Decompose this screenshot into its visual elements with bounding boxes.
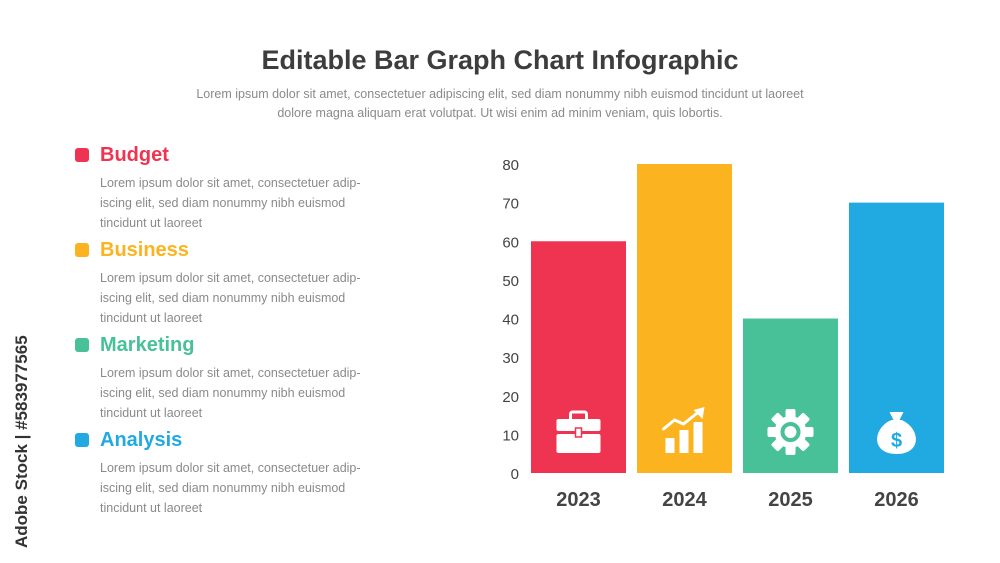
legend-description: Lorem ipsum dolor sit amet, consectetuer… (100, 268, 390, 328)
legend-item-analysis: Analysis Lorem ipsum dolor sit amet, con… (75, 429, 405, 524)
legend-swatch (75, 338, 89, 352)
y-tick-label: 0 (511, 466, 519, 483)
legend-desc-line: tincidunt ut laoreet (100, 406, 203, 420)
legend-desc-line: Lorem ipsum dolor sit amet, consectetuer… (100, 366, 361, 380)
legend-title: Business (100, 238, 189, 261)
legend-description: Lorem ipsum dolor sit amet, consectetuer… (100, 363, 390, 423)
legend-item-budget: Budget Lorem ipsum dolor sit amet, conse… (75, 144, 405, 239)
bar-2024 (637, 164, 732, 473)
dollar-sign-glyph: $ (891, 430, 902, 452)
legend-desc-line: iscing elit, sed diam nonummy nibh euism… (100, 386, 346, 400)
gear-icon (767, 409, 814, 455)
legend-item-business: Business Lorem ipsum dolor sit amet, con… (75, 239, 405, 334)
y-tick-label: 40 (502, 312, 519, 329)
legend-desc-line: tincidunt ut laoreet (100, 501, 203, 515)
y-tick-label: 70 (502, 196, 519, 213)
legend-swatch (75, 243, 89, 257)
money-bag-icon: $ (877, 412, 916, 454)
legend-desc-line: Lorem ipsum dolor sit amet, consectetuer… (100, 461, 361, 475)
y-tick-label: 60 (502, 234, 519, 251)
y-tick-label: 10 (502, 427, 519, 444)
legend-desc-line: Lorem ipsum dolor sit amet, consectetuer… (100, 176, 361, 190)
page-subtitle: Lorem ipsum dolor sit amet, consectetuer… (170, 85, 830, 123)
x-tick-label: 2023 (556, 489, 601, 511)
y-tick-label: 30 (502, 350, 519, 367)
y-tick-label: 50 (502, 273, 519, 290)
bar-chart: 0 10 20 30 40 50 60 70 80 2023 2024 2025 $2026 (480, 140, 980, 530)
growth-chart-icon (662, 407, 705, 453)
legend-title: Budget (100, 143, 169, 166)
bar-chart-svg: 0 10 20 30 40 50 60 70 80 2023 2024 2025 $2026 (502, 157, 944, 511)
legend-description: Lorem ipsum dolor sit amet, consectetuer… (100, 173, 390, 233)
legend-title: Marketing (100, 333, 195, 356)
y-tick-label: 20 (502, 389, 519, 406)
legend-swatch (75, 433, 89, 447)
legend-description: Lorem ipsum dolor sit amet, consectetuer… (100, 458, 390, 518)
legend-desc-line: Lorem ipsum dolor sit amet, consectetuer… (100, 271, 361, 285)
x-tick-label: 2025 (768, 489, 813, 511)
x-tick-label: 2026 (874, 489, 919, 511)
legend-desc-line: iscing elit, sed diam nonummy nibh euism… (100, 481, 346, 495)
subtitle-line-1: Lorem ipsum dolor sit amet, consectetuer… (196, 87, 804, 101)
legend-desc-line: tincidunt ut laoreet (100, 311, 203, 325)
legend-item-marketing: Marketing Lorem ipsum dolor sit amet, co… (75, 334, 405, 429)
y-tick-label: 80 (502, 157, 519, 174)
page-title: Editable Bar Graph Chart Infographic (261, 45, 739, 75)
legend-desc-line: iscing elit, sed diam nonummy nibh euism… (100, 196, 346, 210)
legend-swatch (75, 148, 89, 162)
x-tick-label: 2024 (662, 489, 707, 511)
legend-desc-line: tincidunt ut laoreet (100, 216, 203, 230)
subtitle-line-2: dolore magna aliquam erat volutpat. Ut w… (277, 106, 723, 120)
legend: Budget Lorem ipsum dolor sit amet, conse… (75, 144, 405, 524)
watermark-text: Adobe Stock | #583977565 (12, 335, 31, 548)
legend-title: Analysis (100, 428, 183, 451)
legend-desc-line: iscing elit, sed diam nonummy nibh euism… (100, 291, 346, 305)
briefcase-icon (556, 410, 601, 453)
